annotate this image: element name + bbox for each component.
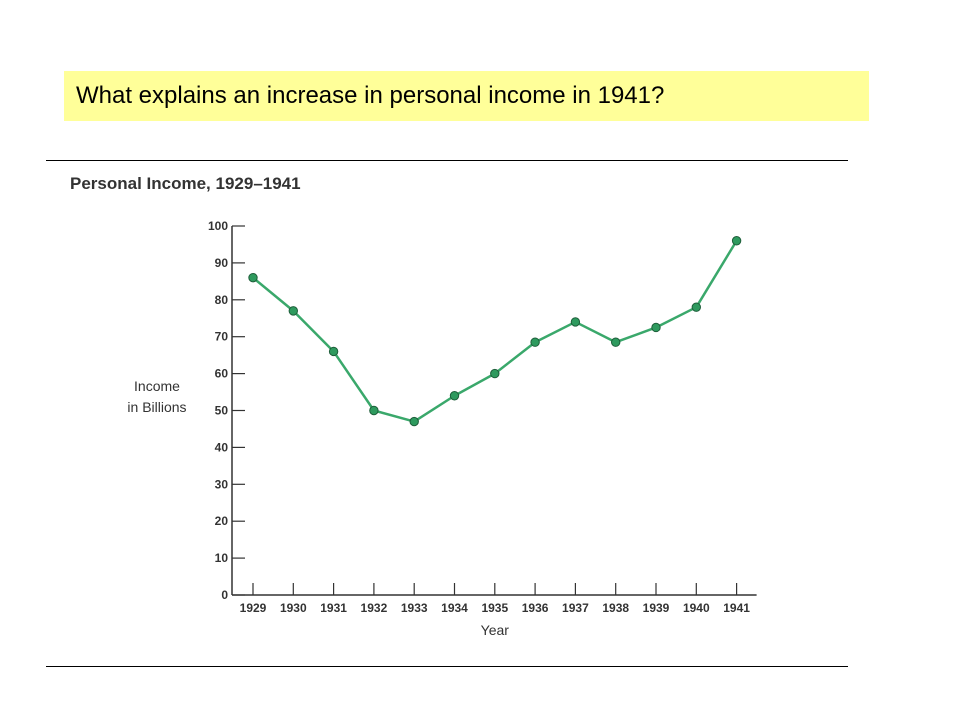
x-tick-label-1929: 1929 (240, 601, 267, 615)
data-point-1938 (611, 337, 621, 347)
y-tick-label-60: 60 (215, 367, 229, 381)
x-tick-label-1937: 1937 (562, 601, 589, 615)
series-line-0 (252, 240, 738, 423)
y-tick-label-50: 50 (215, 404, 229, 418)
x-tick-label-1931: 1931 (320, 601, 347, 615)
data-point-1940 (691, 302, 701, 312)
x-axis-label: Year (481, 622, 510, 638)
x-tick-label-1938: 1938 (602, 601, 629, 615)
x-tick-label-1934: 1934 (441, 601, 468, 615)
x-tick-label-1932: 1932 (361, 601, 388, 615)
x-tick-label-1940: 1940 (683, 601, 710, 615)
y-tick-label-30: 30 (215, 477, 229, 491)
data-point-1934 (449, 391, 460, 401)
chart-title: Personal Income, 1929–1941 (70, 174, 301, 193)
data-point-1933 (409, 416, 419, 427)
y-tick-label-90: 90 (215, 256, 229, 270)
y-tick-label-10: 10 (215, 551, 229, 565)
x-tick-label-1941: 1941 (723, 601, 750, 615)
y-tick-label-100: 100 (208, 219, 228, 233)
y-tick-label-70: 70 (215, 330, 229, 344)
data-point-1932 (369, 405, 379, 416)
y-tick-label-80: 80 (215, 293, 229, 307)
x-tick-label-1935: 1935 (481, 601, 508, 615)
data-point-1937 (570, 317, 581, 327)
x-tick-label-1939: 1939 (643, 601, 670, 615)
y-tick-label-0: 0 (221, 588, 228, 602)
question-text: What explains an increase in personal in… (76, 82, 665, 109)
data-point-1929 (248, 272, 258, 283)
data-point-1931 (328, 346, 339, 357)
data-point-1939 (651, 322, 661, 333)
y-axis-label-line-1: Income (134, 378, 180, 394)
y-axis-label-line-2: in Billions (127, 399, 187, 415)
x-tick-label-1936: 1936 (522, 601, 549, 615)
y-tick-label-40: 40 (215, 440, 229, 454)
x-tick-label-1930: 1930 (280, 601, 307, 615)
data-point-1935 (490, 368, 500, 379)
question-banner: What explains an increase in personal in… (64, 71, 869, 121)
top-divider (46, 160, 848, 161)
data-point-1936 (530, 337, 540, 347)
y-tick-label-20: 20 (215, 514, 229, 528)
data-point-1930 (288, 306, 298, 316)
x-tick-label-1933: 1933 (401, 601, 428, 615)
bottom-divider (46, 666, 848, 667)
data-point-1941 (731, 236, 742, 246)
y-axis-label: Income in Billions (112, 376, 202, 418)
